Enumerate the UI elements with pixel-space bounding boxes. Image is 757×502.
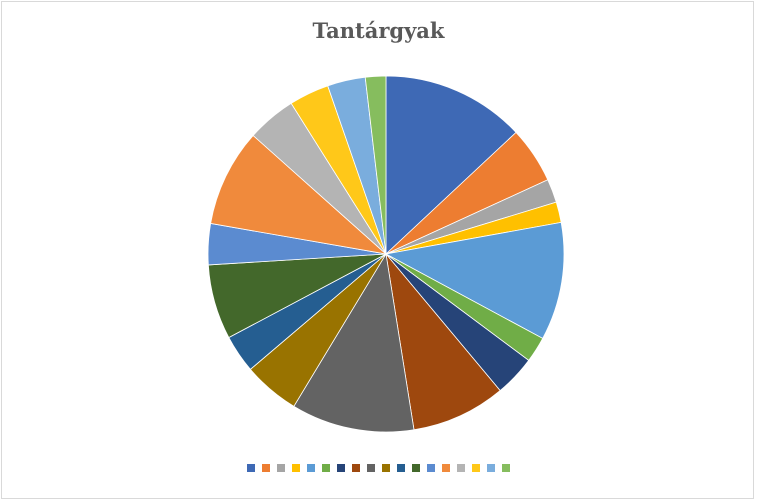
legend-swatch-2 (262, 464, 270, 472)
legend-swatch-5 (307, 464, 315, 472)
pie-slice-14 (210, 134, 388, 255)
legend-swatch-3 (277, 464, 285, 472)
pie-slice-8 (385, 252, 501, 431)
legend-swatch-11 (397, 464, 405, 472)
legend-swatch-16 (472, 464, 480, 472)
pie-slice-9 (293, 252, 415, 433)
chart-title: Tantárgyak (312, 18, 445, 43)
pie-slice-5 (384, 221, 565, 339)
legend-swatch-17 (487, 464, 495, 472)
legend-swatch-10 (382, 464, 390, 472)
legend-swatch-13 (427, 464, 435, 472)
legend-swatch-8 (352, 464, 360, 472)
pie-slice-18 (364, 75, 387, 255)
pie-slice-1 (385, 75, 517, 255)
chart-legend (0, 464, 757, 472)
legend-swatch-15 (457, 464, 465, 472)
legend-swatch-7 (337, 464, 345, 472)
legend-swatch-14 (442, 464, 450, 472)
legend-swatch-6 (322, 464, 330, 472)
legend-swatch-4 (292, 464, 300, 472)
legend-swatch-1 (247, 464, 255, 472)
legend-swatch-9 (367, 464, 375, 472)
legend-swatch-18 (502, 464, 510, 472)
legend-swatch-12 (412, 464, 420, 472)
